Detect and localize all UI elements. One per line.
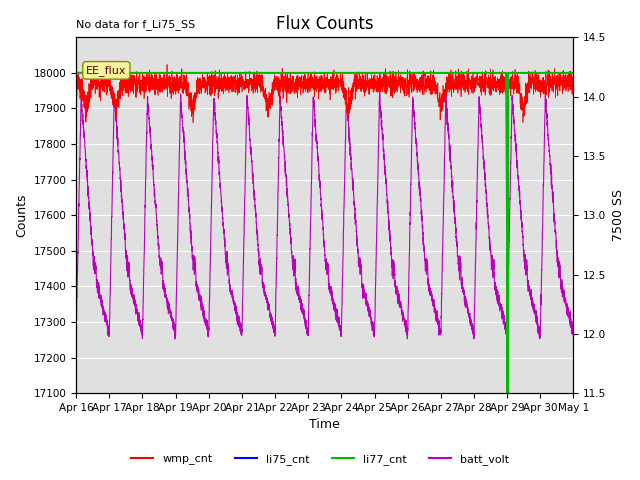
X-axis label: Time: Time: [309, 419, 340, 432]
Y-axis label: 7500 SS: 7500 SS: [612, 189, 625, 241]
Legend: wmp_cnt, li75_cnt, li77_cnt, batt_volt: wmp_cnt, li75_cnt, li77_cnt, batt_volt: [127, 450, 513, 469]
Y-axis label: Counts: Counts: [15, 193, 28, 237]
Text: No data for f_Li75_SS: No data for f_Li75_SS: [76, 19, 195, 30]
Text: EE_flux: EE_flux: [86, 65, 127, 76]
Title: Flux Counts: Flux Counts: [276, 15, 374, 33]
